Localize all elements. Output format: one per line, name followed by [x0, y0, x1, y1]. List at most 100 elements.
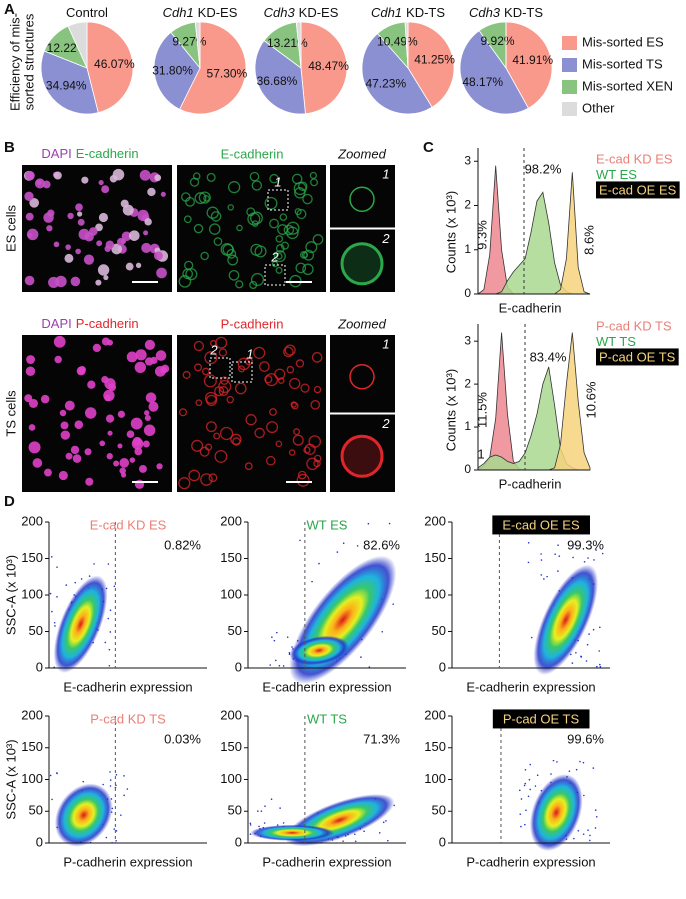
cell [269, 408, 277, 416]
cell [305, 241, 318, 254]
panel-label: D [4, 493, 15, 510]
event-dot [115, 830, 118, 832]
cell [128, 230, 140, 241]
event-dot [260, 810, 263, 812]
cell [206, 206, 219, 219]
y-tick-label: 2 [464, 198, 471, 212]
roi-box [264, 264, 286, 286]
roi-number: 1 [246, 346, 253, 361]
cell [98, 212, 109, 223]
cell [250, 211, 263, 225]
cell [107, 339, 113, 346]
pie-title-gene: Cdh3 [264, 5, 296, 20]
event-dot [274, 659, 277, 662]
plot-title: P-cad OE TS [503, 711, 580, 726]
cell [265, 455, 276, 466]
cell [194, 363, 202, 372]
cell [227, 254, 239, 266]
title-box [492, 515, 590, 535]
event-dot [291, 646, 293, 648]
event-dot [594, 809, 597, 811]
event-dot [123, 794, 125, 797]
cell [32, 458, 43, 468]
y-tick-label: 200 [21, 707, 43, 722]
cell [204, 351, 218, 365]
cell [92, 343, 102, 353]
event-dot [49, 774, 52, 777]
cell [95, 279, 102, 286]
cell [199, 446, 210, 457]
event-dot [592, 628, 595, 631]
y-tick-label: 200 [220, 707, 242, 722]
cell [60, 421, 69, 430]
cell [283, 346, 294, 358]
legend-label: E-cad OE ES [599, 182, 677, 197]
stain-label: DAPI P-cadherin [41, 316, 138, 331]
event-dot [385, 820, 387, 822]
cell [284, 344, 296, 356]
event-dot [593, 559, 595, 561]
y-tick-label: 150 [21, 739, 43, 754]
event-dot [264, 805, 266, 808]
y-tick-label: 100 [424, 771, 446, 786]
cell [161, 364, 170, 373]
value-label: 46.07% [94, 57, 135, 71]
cell [126, 351, 138, 363]
pie-title: Cdh1 KD-ES [163, 5, 238, 20]
event-dot [558, 555, 561, 557]
cell [24, 275, 35, 286]
cell [160, 191, 166, 197]
event-dot [594, 827, 597, 829]
cell [275, 235, 284, 243]
density-cloud [53, 575, 108, 673]
cell [312, 234, 324, 245]
y-tick-label: 150 [424, 739, 446, 754]
value-label: 47.23% [365, 77, 406, 91]
annotation: 9.3% [474, 220, 489, 250]
legend-label: P-cad KD TS [596, 318, 672, 333]
cell [58, 470, 68, 481]
density-cloud [284, 794, 395, 847]
pie-slice [254, 40, 306, 115]
event-dot [282, 822, 285, 824]
cell [143, 424, 156, 437]
y-tick-label: 50 [228, 623, 242, 638]
y-tick-label: 0 [464, 286, 471, 300]
cell [65, 452, 73, 460]
cell [147, 187, 156, 197]
density-cloud [54, 783, 113, 847]
cell [72, 454, 82, 463]
plot-title: E-cad KD ES [90, 517, 167, 532]
event-dot [598, 626, 601, 629]
event-dot [595, 549, 597, 551]
cell [97, 264, 110, 276]
cell [137, 209, 149, 222]
cell [210, 211, 222, 222]
cell [134, 361, 146, 374]
cell [200, 251, 209, 261]
cell [213, 432, 221, 440]
event-dot [592, 767, 595, 769]
event-dot [249, 824, 252, 826]
y-tick-label: 1 [464, 242, 471, 256]
y-tick-label: 100 [21, 586, 43, 601]
x-axis-label: P-cadherin expression [466, 854, 595, 869]
cell [295, 359, 305, 368]
cell [65, 244, 71, 250]
event-dot [105, 836, 108, 839]
cell [120, 472, 127, 478]
cell [53, 241, 60, 248]
cell [288, 449, 296, 456]
cell [135, 262, 142, 269]
cell [198, 191, 211, 204]
cell [215, 336, 228, 349]
roi-number: 1 [274, 174, 281, 189]
value-label: 48.47% [308, 59, 349, 73]
cell [81, 176, 89, 184]
event-dot [360, 656, 362, 658]
pie-slice [361, 32, 433, 115]
event-dot [342, 840, 344, 842]
cell [218, 379, 232, 394]
cell [264, 196, 278, 210]
y-axis-label: sorted structures [21, 13, 36, 110]
